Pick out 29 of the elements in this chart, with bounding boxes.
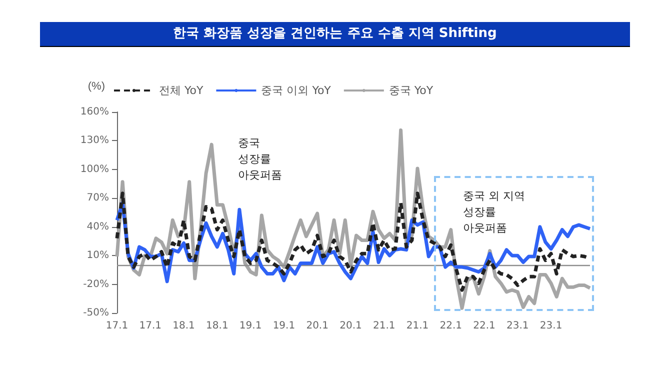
legend-label: 중국 YoY — [388, 84, 434, 97]
x-tick-label: 21.1 — [406, 320, 429, 332]
annotation: 중국 외 지역 성장률 아웃퍼폼 — [463, 190, 525, 234]
legend-label: 중국 이외 YoY — [261, 84, 332, 97]
x-tick-label: 19.1 — [272, 320, 296, 332]
x-tick-label: 23.1 — [506, 320, 529, 332]
x-tick-label: 22.1 — [440, 320, 462, 332]
y-tick-label: -50% — [83, 308, 109, 318]
y-tick-label: 70% — [86, 192, 109, 204]
x-tick-label: 21.1 — [372, 320, 396, 332]
y-tick-label: 10% — [86, 250, 109, 262]
y-tick-label: -20% — [83, 278, 109, 290]
y-axis-title: (%) — [88, 80, 105, 92]
x-tick-label: 18.1 — [206, 320, 228, 332]
x-tick-label: 20.1 — [306, 320, 328, 332]
y-tick-label: 100% — [80, 164, 109, 175]
x-tick-label: 17.1 — [106, 320, 128, 332]
x-tick-label: 20.1 — [340, 320, 362, 332]
annotation: 중국 성장률 아웃퍼폼 — [238, 136, 282, 182]
legend-label: 전체 YoY — [159, 84, 204, 97]
x-tick-label: 22.1 — [473, 320, 496, 332]
x-tick-label: 23.1 — [540, 320, 562, 332]
y-tick-label: 160% — [80, 106, 109, 118]
x-tick-label: 18.1 — [172, 320, 195, 332]
x-tick-label: 19.1 — [239, 320, 262, 332]
y-tick-label: 130% — [80, 135, 109, 146]
y-tick-label: 40% — [86, 221, 109, 232]
chart-title: 한국 화장품 성장을 견인하는 주요 수출 지역 Shifting — [40, 22, 630, 47]
x-tick-label: 17.1 — [139, 320, 162, 332]
